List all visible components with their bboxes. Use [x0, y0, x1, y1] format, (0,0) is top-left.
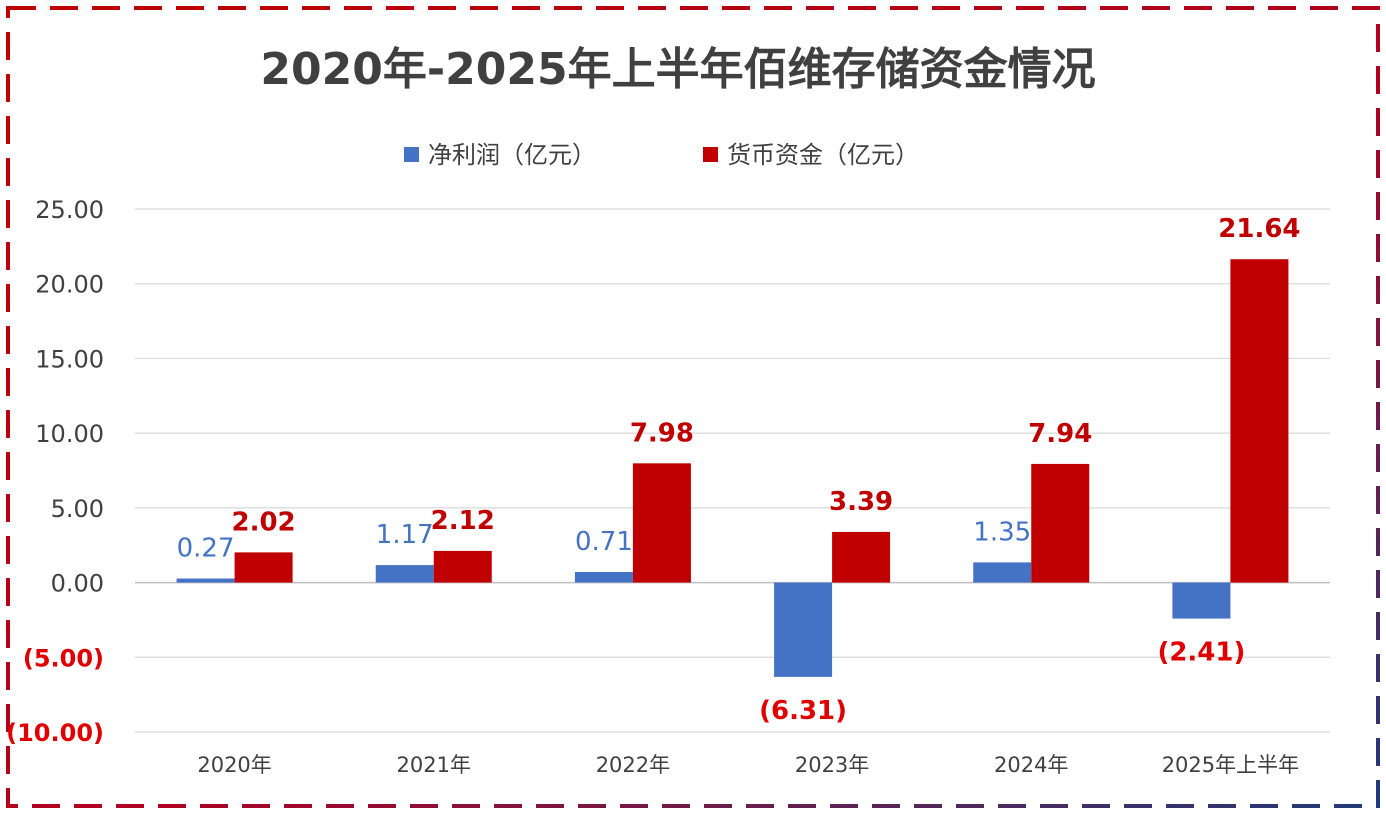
data-label-cash: 7.94	[1028, 419, 1092, 449]
data-label-net-profit: 1.17	[376, 520, 434, 550]
y-tick-label: 25.00	[35, 196, 104, 224]
data-label-cash: 3.39	[829, 487, 893, 517]
legend-swatch-net-profit	[404, 147, 419, 162]
data-label-net-profit: 0.71	[575, 527, 633, 557]
bar-net-profit	[176, 578, 235, 583]
bar-net-profit	[574, 571, 633, 583]
bars	[176, 259, 1289, 677]
chart-title: 2020年-2025年上半年佰维存储资金情况	[260, 44, 1095, 95]
data-label-net-profit: 0.27	[177, 534, 235, 564]
y-tick-label: 20.00	[35, 271, 104, 299]
data-labels: 0.272.02 1.172.12 0.71 7.98 (6.31) 3.39 1.35 7.…	[177, 214, 1301, 726]
x-tick-label: 2023年	[795, 753, 869, 777]
legend-label-net-profit: 净利润（亿元）	[428, 141, 596, 169]
bar-net-profit	[375, 565, 434, 583]
data-label-net-profit: (2.41)	[1157, 638, 1245, 668]
data-label-cash: 2.12	[431, 506, 495, 536]
x-tick-label: 2020年	[197, 753, 271, 777]
data-label-net-profit: 1.35	[973, 517, 1031, 547]
y-axis: 25.00 20.00 15.00 10.00 5.00 0.00 (5.00) (10.00…	[6, 196, 104, 747]
legend-label-cash: 货币资金（亿元）	[727, 141, 919, 169]
data-label-cash: 7.98	[630, 418, 694, 448]
y-tick-label: 15.00	[35, 345, 104, 373]
x-tick-label: 2025年上半年	[1162, 753, 1299, 777]
bar-cash	[1031, 463, 1090, 583]
y-tick-label: (5.00)	[23, 644, 104, 672]
x-tick-label: 2021年	[397, 753, 471, 777]
y-tick-label: (10.00)	[6, 719, 104, 747]
x-tick-label: 2022年	[596, 753, 670, 777]
bar-cash	[632, 463, 691, 583]
bar-net-profit	[774, 582, 833, 677]
x-tick-label: 2024年	[994, 753, 1068, 777]
legend: 净利润（亿元） 货币资金（亿元）	[404, 141, 919, 169]
y-tick-label: 10.00	[35, 420, 104, 448]
y-tick-label: 5.00	[51, 495, 104, 523]
legend-swatch-cash	[703, 147, 718, 162]
bar-cash	[1230, 259, 1289, 583]
bar-cash	[832, 531, 891, 583]
x-axis: 2020年 2021年 2022年 2023年 2024年 2025年上半年	[197, 753, 1299, 777]
bar-net-profit	[1172, 582, 1231, 619]
data-label-cash: 2.02	[232, 507, 296, 537]
bar-cash	[234, 552, 293, 583]
y-tick-label: 0.00	[51, 570, 104, 598]
bar-cash	[433, 550, 492, 583]
data-label-net-profit: (6.31)	[759, 696, 847, 726]
bar-net-profit	[973, 562, 1032, 583]
data-label-cash: 21.64	[1218, 214, 1300, 244]
gridlines	[135, 208, 1330, 733]
